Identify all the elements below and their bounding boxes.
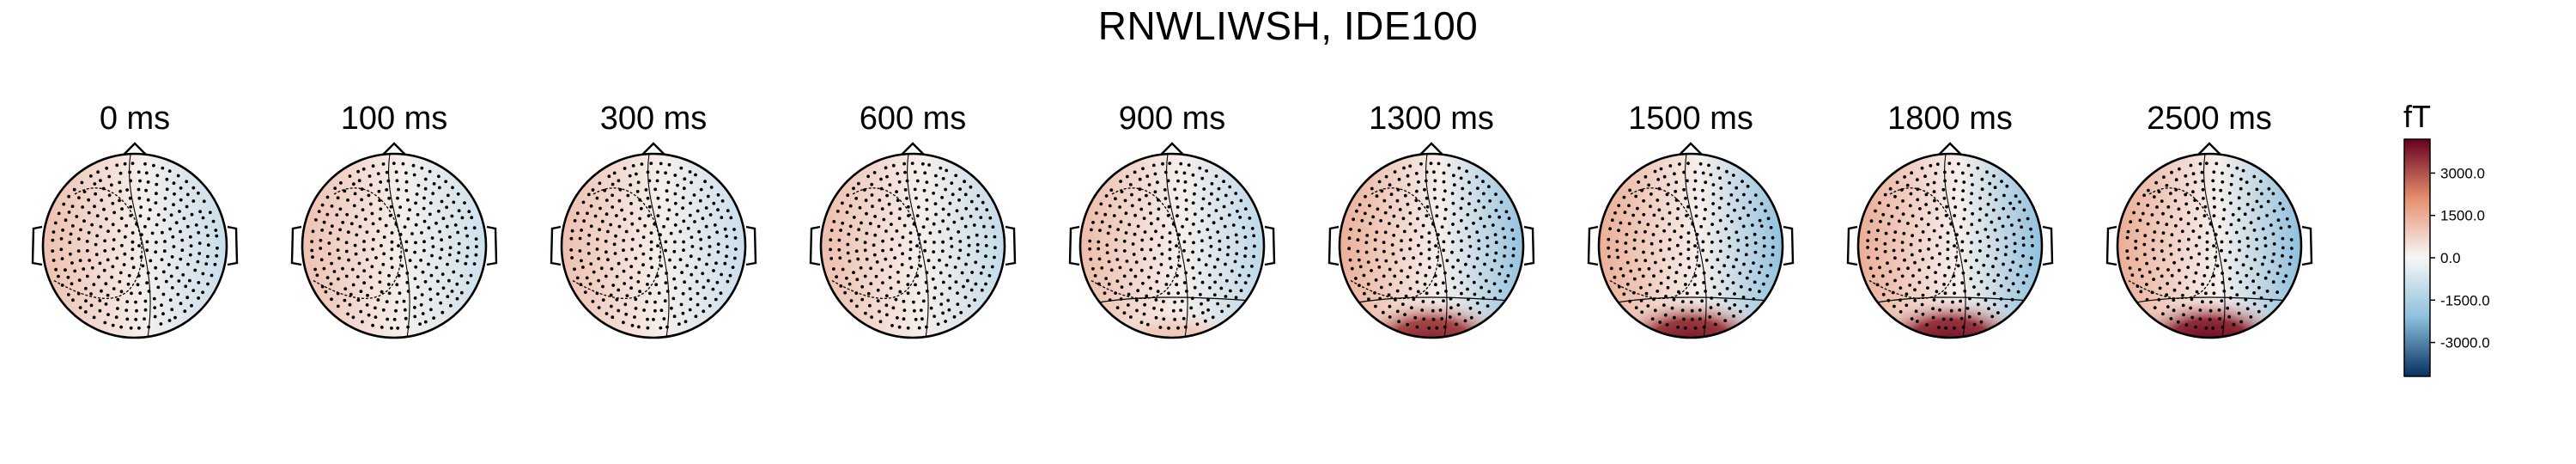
right-ear-icon — [2302, 227, 2312, 265]
topomap-panel: 1300 ms — [1329, 101, 1534, 393]
panel-title: 100 ms — [341, 101, 448, 137]
right-ear-icon — [1524, 227, 1534, 265]
topomap-hotspot — [1099, 308, 1245, 382]
left-ear-icon — [1070, 227, 1079, 265]
colorbar: fT 3000.0 1500.0 0.0 -1500.0 -3000.0 — [2403, 99, 2490, 376]
right-ear-icon — [746, 227, 756, 265]
colorbar-tick-label: 3000.0 — [2440, 165, 2485, 181]
right-ear-icon — [1005, 227, 1015, 265]
left-ear-icon — [2107, 227, 2117, 265]
colorbar-gradient — [2404, 139, 2430, 376]
colorbar-tick-label: -3000.0 — [2440, 335, 2490, 351]
right-ear-icon — [228, 227, 237, 265]
topomap-panel: 1800 ms — [1848, 101, 2052, 394]
left-ear-icon — [1589, 227, 1598, 265]
topomap-panel: 0 ms — [33, 101, 237, 338]
topomap-panel: 2500 ms — [2107, 101, 2312, 394]
topomap-panel: 1500 ms — [1589, 101, 1793, 394]
panel-title: 0 ms — [100, 101, 170, 137]
panel-title: 2500 ms — [2147, 101, 2272, 137]
right-ear-icon — [2043, 227, 2052, 265]
panel-title: 1500 ms — [1628, 101, 1753, 137]
right-ear-icon — [487, 227, 496, 265]
topomap-panel: 300 ms — [551, 101, 756, 338]
topomap-panel: 600 ms — [811, 101, 1015, 338]
panel-title: 1300 ms — [1369, 101, 1494, 137]
left-ear-icon — [1848, 227, 1857, 265]
left-ear-icon — [292, 227, 301, 265]
topomap-hotspot — [1865, 296, 2036, 394]
colorbar-tick-label: -1500.0 — [2440, 292, 2490, 308]
topomap-hotspot — [2123, 295, 2295, 394]
colorbar-tick-label: 0.0 — [2440, 250, 2461, 266]
topomap-panel: 900 ms — [1070, 101, 1274, 382]
left-ear-icon — [1329, 227, 1339, 265]
panel-title: 600 ms — [860, 101, 967, 137]
colorbar-unit: fT — [2403, 99, 2431, 134]
left-ear-icon — [33, 227, 42, 265]
right-ear-icon — [1265, 227, 1274, 265]
left-ear-icon — [551, 227, 561, 265]
panel-title: 1800 ms — [1887, 101, 2013, 137]
colorbar-tick-label: 1500.0 — [2440, 208, 2485, 224]
topomap-panel: 100 ms — [292, 101, 496, 338]
panel-title: 900 ms — [1119, 101, 1226, 137]
panel-title: 300 ms — [600, 101, 708, 137]
left-ear-icon — [811, 227, 820, 265]
right-ear-icon — [1783, 227, 1793, 265]
